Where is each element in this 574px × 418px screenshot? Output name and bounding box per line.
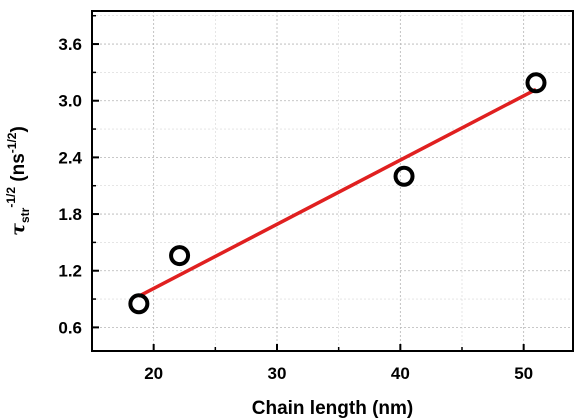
x-axis-title: Chain length (nm) — [252, 398, 413, 418]
x-tick-label: 30 — [268, 364, 287, 383]
ticks: 20 30 40 50 0.6 1.2 1.8 2.4 3.0 3.6 — [58, 14, 533, 383]
y-axis-units: (ns — [8, 153, 29, 187]
fit-line — [138, 87, 537, 298]
y-tick-label: 0.6 — [58, 318, 82, 337]
y-tick-label: 1.2 — [58, 262, 82, 281]
data-point — [525, 72, 547, 94]
x-tick-label: 50 — [514, 364, 533, 383]
y-axis-symbol: τ — [7, 223, 29, 236]
x-tick-label: 20 — [144, 364, 163, 383]
data-point — [169, 245, 191, 267]
data-point — [128, 293, 150, 315]
y-tick-label: 3.6 — [58, 35, 82, 54]
y-axis-units-superscript: -1/2 — [5, 132, 19, 153]
y-tick-label: 1.8 — [58, 205, 82, 224]
y-tick-label: 3.0 — [58, 92, 82, 111]
y-axis-superscript: -1/2 — [4, 187, 18, 208]
y-tick-label: 2.4 — [58, 148, 82, 167]
data-point — [393, 165, 415, 187]
plot-frame — [91, 10, 574, 352]
y-axis-units-close: ) — [8, 126, 29, 132]
fit-line-group — [138, 87, 537, 298]
y-axis-subscript: str — [18, 207, 32, 223]
x-tick-label: 40 — [391, 364, 410, 383]
y-axis-title: τstr-1/2 (ns-1/2) — [4, 126, 32, 236]
data-points — [128, 72, 547, 315]
grid — [91, 11, 573, 351]
